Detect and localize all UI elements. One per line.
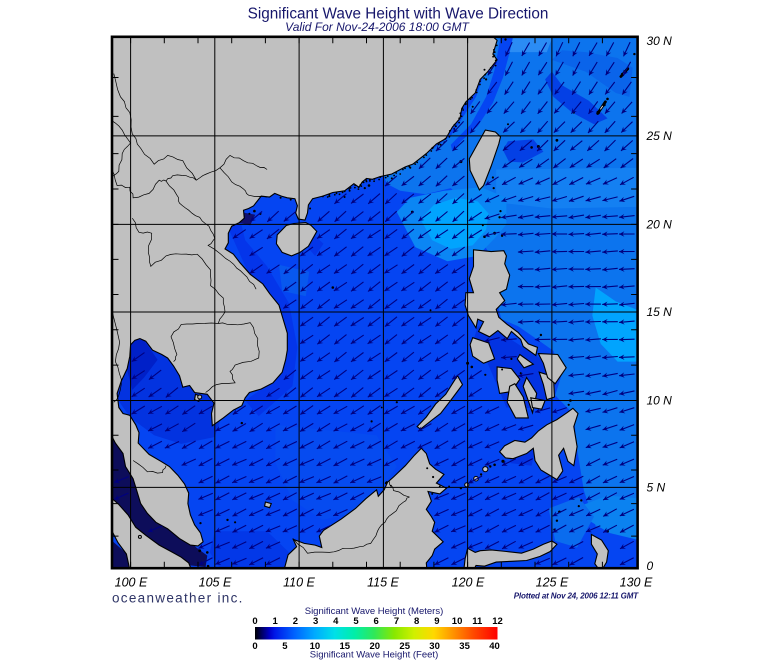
svg-text:0: 0 <box>647 559 654 573</box>
svg-text:Significant Wave Height with W: Significant Wave Height with Wave Direct… <box>248 6 549 23</box>
svg-text:3: 3 <box>313 616 318 627</box>
svg-text:120 E: 120 E <box>452 576 485 590</box>
svg-text:12: 12 <box>492 616 503 627</box>
svg-text:2: 2 <box>293 616 298 627</box>
svg-text:15: 15 <box>340 641 351 652</box>
svg-text:oceanweather inc.: oceanweather inc. <box>112 591 244 606</box>
svg-text:10 N: 10 N <box>647 394 673 408</box>
svg-text:5 N: 5 N <box>647 481 666 495</box>
svg-text:0: 0 <box>252 641 257 652</box>
svg-text:5: 5 <box>282 641 288 652</box>
svg-text:25 N: 25 N <box>646 129 673 143</box>
svg-text:30 N: 30 N <box>647 34 673 48</box>
svg-text:8: 8 <box>414 616 419 627</box>
svg-text:125 E: 125 E <box>536 576 569 590</box>
svg-text:Significant Wave Height (Meter: Significant Wave Height (Meters) <box>305 606 444 617</box>
svg-text:110 E: 110 E <box>283 576 315 590</box>
svg-text:Significant Wave Height (Feet): Significant Wave Height (Feet) <box>310 650 438 661</box>
svg-text:4: 4 <box>333 616 339 627</box>
svg-text:6: 6 <box>374 616 379 627</box>
svg-text:30: 30 <box>429 641 440 652</box>
svg-text:5: 5 <box>353 616 359 627</box>
svg-text:130 E: 130 E <box>620 576 653 590</box>
svg-text:11: 11 <box>472 616 483 627</box>
svg-text:115 E: 115 E <box>367 576 399 590</box>
svg-text:25: 25 <box>399 641 410 652</box>
svg-text:40: 40 <box>489 641 500 652</box>
svg-text:10: 10 <box>310 641 321 652</box>
svg-text:Valid For Nov-24-2006 18:00 GM: Valid For Nov-24-2006 18:00 GMT <box>285 20 470 34</box>
svg-text:105 E: 105 E <box>199 576 232 590</box>
svg-text:Plotted at Nov 24, 2006 12:11: Plotted at Nov 24, 2006 12:11 GMT <box>514 592 640 601</box>
svg-text:20: 20 <box>370 641 381 652</box>
svg-text:100 E: 100 E <box>115 576 148 590</box>
svg-text:20 N: 20 N <box>646 218 673 232</box>
svg-text:7: 7 <box>394 616 399 627</box>
svg-text:0: 0 <box>252 616 257 627</box>
svg-text:15 N: 15 N <box>647 305 673 319</box>
svg-text:9: 9 <box>434 616 439 627</box>
svg-text:1: 1 <box>273 616 279 627</box>
svg-text:10: 10 <box>452 616 463 627</box>
svg-text:35: 35 <box>459 641 470 652</box>
